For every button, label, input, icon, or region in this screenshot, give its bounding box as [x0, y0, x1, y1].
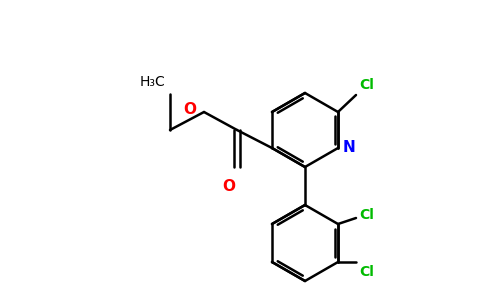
- Text: O: O: [183, 103, 196, 118]
- Text: Cl: Cl: [359, 208, 374, 222]
- Text: H₃C: H₃C: [139, 75, 165, 89]
- Text: Cl: Cl: [359, 78, 374, 92]
- Text: N: N: [343, 140, 356, 155]
- Text: Cl: Cl: [359, 265, 374, 279]
- Text: O: O: [223, 179, 236, 194]
